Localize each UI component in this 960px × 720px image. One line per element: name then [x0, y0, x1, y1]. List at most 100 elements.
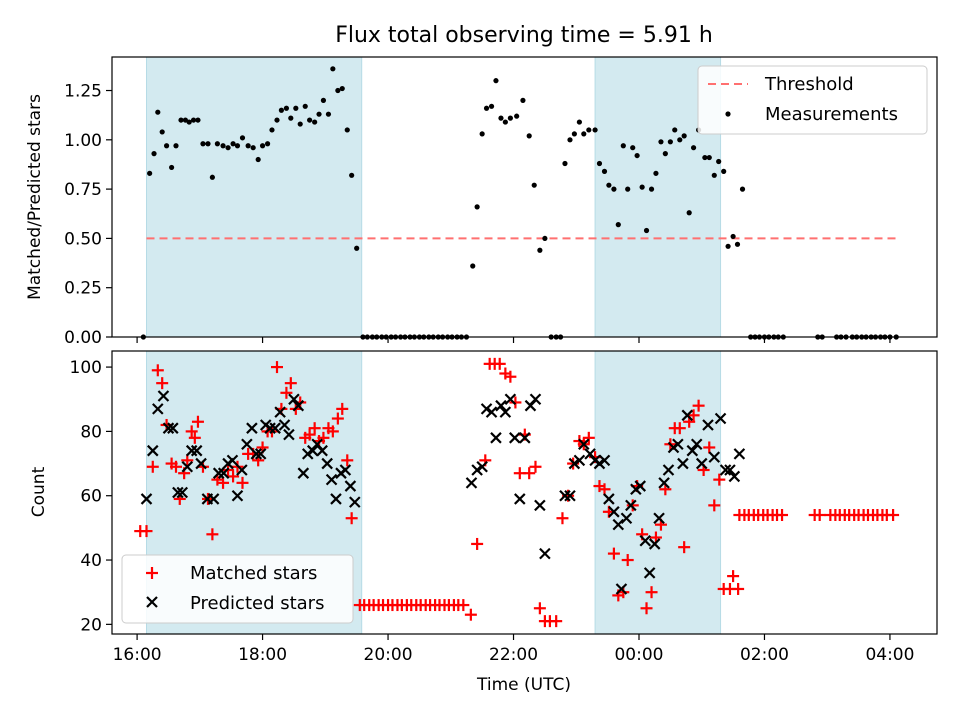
predicted-star-point: [465, 477, 478, 489]
measurement-point: [200, 141, 206, 147]
predicted-star-point: [728, 470, 741, 483]
predicted-star-point: [593, 457, 606, 470]
measurement-point: [234, 143, 241, 149]
matched-star-point: [191, 415, 204, 428]
predicted-star-point: [559, 489, 571, 502]
predicted-star-point: [231, 489, 244, 502]
predicted-star-point: [264, 422, 276, 434]
measurement-point: [711, 172, 717, 178]
measurement-point: [250, 145, 256, 151]
predicted-star-point: [672, 438, 684, 451]
predicted-star-point: [733, 448, 746, 460]
chart-title: Flux total observing time = 5.91 h: [335, 23, 713, 48]
matched-star-point: [146, 460, 159, 473]
measurement-point: [542, 235, 548, 242]
predicted-star-point: [152, 403, 164, 415]
predicted-star-point: [643, 567, 656, 579]
measurement-point: [667, 139, 673, 145]
predicted-star-point: [250, 448, 263, 460]
predicted-star-point: [246, 422, 258, 434]
measurement-point: [586, 127, 592, 133]
matched-star-point: [284, 377, 297, 390]
measurement-point: [186, 119, 192, 125]
matched-star-point: [303, 428, 316, 441]
predicted-star-point: [504, 393, 517, 406]
top-axes-frame: [111, 56, 938, 338]
ratio-panel: 0.00 0.25 0.50 0.75 1.00 1.25 Matched/Predict…: [25, 56, 938, 348]
top-x-ticks: [136, 337, 891, 343]
predicted-star-point: [283, 428, 295, 441]
measurement-point: [520, 97, 526, 103]
predicted-star-point: [480, 403, 493, 415]
measurement-point: [706, 154, 712, 161]
measurement-point: [630, 145, 636, 151]
measurement-point: [302, 103, 308, 109]
predicted-star-point: [686, 444, 699, 457]
top-measurement-points: [140, 66, 899, 340]
y-tick-label: 1.25: [64, 82, 102, 102]
measurement-point: [190, 117, 197, 123]
predicted-star-point: [578, 438, 590, 451]
measurement-point: [159, 129, 165, 135]
predicted-star-point: [490, 432, 502, 444]
predicted-star-point: [471, 464, 483, 476]
predicted-star-point: [495, 399, 507, 412]
matched-star-point: [227, 470, 240, 483]
top-legend-box: [697, 65, 928, 135]
predicted-star-point: [162, 422, 175, 434]
predicted-star-point: [702, 419, 714, 431]
matched-star-point: [188, 431, 201, 444]
measurement-point: [259, 143, 266, 149]
measurement-point: [567, 137, 573, 143]
predicted-star-point: [147, 444, 159, 457]
top-legend: Threshold Measurements: [697, 65, 928, 135]
measurement-point: [269, 127, 275, 133]
measurement-point: [330, 66, 336, 72]
y-tick-label: 0.00: [64, 328, 102, 348]
measurement-point: [620, 143, 626, 149]
legend-measurements-label: Measurements: [765, 104, 898, 125]
measurement-point: [643, 227, 650, 234]
measurement-point: [507, 115, 513, 121]
predicted-star-point: [573, 454, 586, 467]
measurement-point: [677, 137, 683, 143]
measurement-point: [502, 119, 508, 125]
predicted-star-point: [485, 406, 498, 418]
predicted-star-point: [330, 493, 342, 505]
matched-star-point: [217, 476, 230, 489]
predicted-star-point: [207, 493, 220, 505]
predicted-star-point: [625, 499, 637, 512]
measurement-point: [596, 160, 603, 167]
x-axis-label: Time (UTC): [476, 675, 571, 695]
matched-star-point: [457, 599, 470, 612]
legend-threshold-label: Threshold: [764, 74, 854, 95]
measurement-point: [639, 184, 645, 190]
measurement-point: [483, 105, 490, 111]
measurement-point: [601, 168, 608, 174]
bottom-y-ticks: 20 40 60 80 100: [70, 358, 112, 635]
predicted-star-point: [344, 480, 357, 492]
matched-star-point: [336, 402, 349, 415]
measurement-point: [205, 141, 211, 147]
measurement-point: [239, 135, 246, 141]
measurement-point: [514, 113, 520, 119]
predicted-star-point: [695, 457, 708, 470]
matched-star-point: [326, 425, 339, 438]
x-tick-label: 16:00: [113, 645, 162, 665]
matched-star-point: [471, 537, 484, 550]
matched-star-point: [708, 499, 721, 512]
predicted-star-point: [514, 493, 526, 505]
measurement-point: [339, 85, 345, 92]
predicted-star-point: [653, 512, 665, 525]
predicted-star-point: [612, 518, 625, 531]
matched-star-point: [151, 364, 164, 377]
y-tick-label: 0.75: [64, 180, 102, 200]
x-tick-label: 22:00: [489, 645, 538, 665]
predicted-star-point: [241, 438, 253, 451]
matched-star-point: [692, 399, 705, 412]
matched-star-point: [533, 602, 546, 615]
matched-star-point: [236, 476, 249, 489]
predicted-star-point: [615, 583, 628, 595]
predicted-star-point: [316, 444, 328, 457]
measurement-point: [702, 154, 708, 161]
